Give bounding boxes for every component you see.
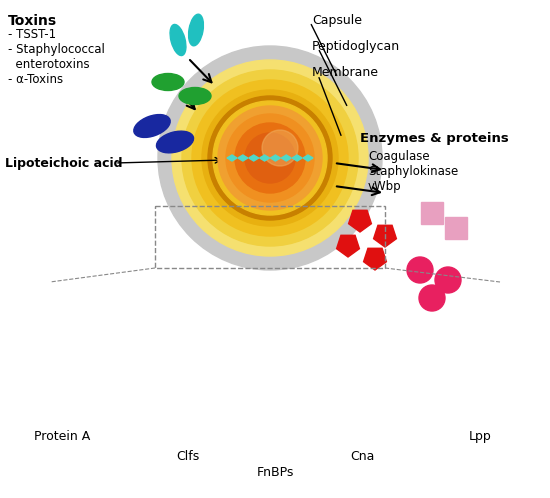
Polygon shape: [292, 155, 302, 161]
Ellipse shape: [156, 131, 194, 153]
Text: Enzymes & proteins: Enzymes & proteins: [360, 132, 509, 145]
Text: Peptidoglycan: Peptidoglycan: [312, 39, 400, 52]
Circle shape: [192, 80, 348, 236]
Text: - TSST-1
- Staphylococcal
  enterotoxins
- α-Toxins: - TSST-1 - Staphylococcal enterotoxins -…: [8, 28, 105, 86]
Polygon shape: [281, 155, 292, 161]
Bar: [155, 206, 385, 268]
Circle shape: [235, 123, 305, 193]
FancyBboxPatch shape: [421, 202, 443, 224]
Circle shape: [245, 133, 295, 183]
Ellipse shape: [152, 74, 184, 91]
Circle shape: [182, 70, 358, 246]
Text: FnBPs: FnBPs: [256, 466, 294, 479]
Circle shape: [226, 114, 314, 202]
Text: Clfs: Clfs: [177, 450, 200, 463]
Circle shape: [202, 90, 338, 226]
Polygon shape: [238, 155, 248, 161]
Circle shape: [218, 106, 322, 210]
Text: Lpp: Lpp: [469, 430, 491, 443]
Circle shape: [435, 267, 461, 293]
Ellipse shape: [170, 24, 186, 56]
FancyBboxPatch shape: [445, 217, 467, 239]
Circle shape: [158, 46, 382, 270]
Text: Toxins: Toxins: [8, 14, 57, 28]
Polygon shape: [227, 155, 237, 161]
Polygon shape: [271, 155, 281, 161]
Circle shape: [407, 257, 433, 283]
Circle shape: [208, 96, 332, 220]
Text: Cna: Cna: [350, 450, 374, 463]
Ellipse shape: [189, 14, 204, 46]
Text: Capsule: Capsule: [312, 13, 362, 26]
Ellipse shape: [179, 88, 211, 105]
Circle shape: [172, 60, 368, 256]
Polygon shape: [249, 155, 258, 161]
Text: Membrane: Membrane: [312, 66, 379, 79]
Text: Protein A: Protein A: [34, 430, 90, 443]
Polygon shape: [303, 155, 313, 161]
Circle shape: [262, 130, 298, 166]
Text: Lipoteichoic acid: Lipoteichoic acid: [5, 156, 123, 169]
Text: Coagulase
Staphylokinase
vWbp: Coagulase Staphylokinase vWbp: [368, 150, 458, 193]
Circle shape: [419, 285, 445, 311]
Polygon shape: [260, 155, 270, 161]
Ellipse shape: [134, 115, 170, 137]
Circle shape: [213, 101, 327, 215]
